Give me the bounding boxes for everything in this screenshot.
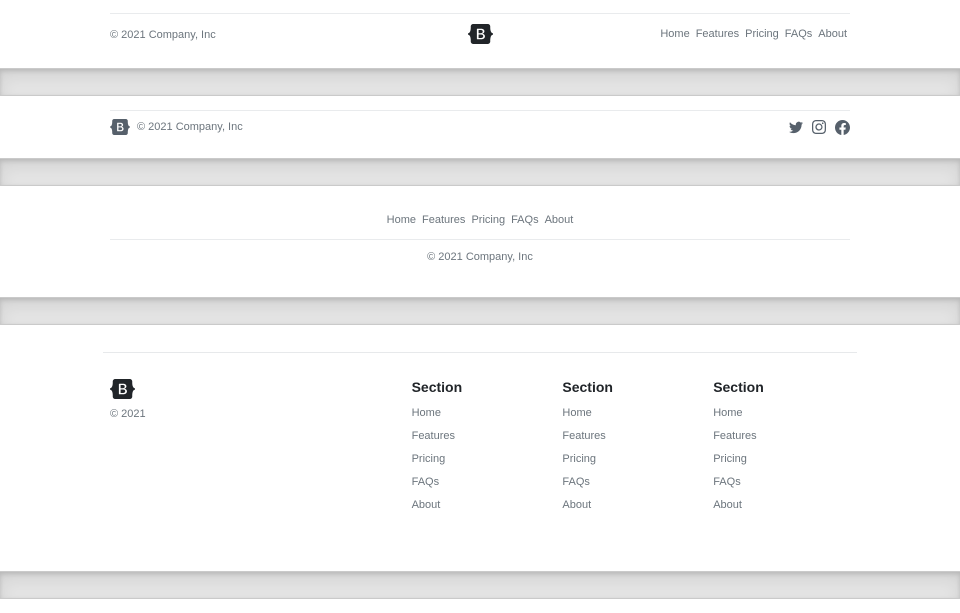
- footer4-spacer-column: [254, 379, 405, 518]
- nav-item: About: [815, 28, 850, 41]
- example-divider: [0, 297, 960, 325]
- brand-logo-link[interactable]: [110, 379, 247, 399]
- bootstrap-logo-icon: [110, 119, 130, 135]
- footer1-container: © 2021 Company, Inc Home Features Pricin…: [110, 13, 850, 54]
- list-item: About: [562, 495, 699, 513]
- footer4-section-column: Section Home Features Pricing FAQs About: [405, 379, 556, 518]
- nav-link-faqs[interactable]: FAQs: [511, 214, 539, 226]
- link-about[interactable]: About: [562, 499, 592, 511]
- link-pricing[interactable]: Pricing: [562, 453, 597, 465]
- footer-simple-nav: © 2021 Company, Inc Home Features Pricin…: [110, 13, 850, 54]
- section-links: Home Features Pricing FAQs About: [412, 403, 549, 513]
- list-item: Pricing: [412, 449, 549, 467]
- copyright-text: © 2021 Company, Inc: [137, 120, 243, 133]
- bootstrap-logo-icon: [468, 24, 493, 44]
- footer4-section-column: Section Home Features Pricing FAQs About: [706, 379, 857, 518]
- brand-logo-link[interactable]: [110, 119, 137, 135]
- nav-link-pricing[interactable]: Pricing: [471, 214, 506, 226]
- nav-item: FAQs: [782, 28, 816, 41]
- example-divider: [0, 158, 960, 186]
- nav-item: About: [542, 214, 577, 227]
- list-item: FAQs: [412, 472, 549, 490]
- nav-link-features[interactable]: Features: [695, 27, 740, 40]
- link-features[interactable]: Features: [411, 430, 456, 442]
- list-item: Pricing: [562, 449, 699, 467]
- link-home[interactable]: Home: [713, 407, 743, 419]
- example-divider: [0, 68, 960, 96]
- footer-columns: © 2021 Section Home Features Pricing FAQ…: [103, 352, 857, 518]
- footer4-container: © 2021 Section Home Features Pricing FAQ…: [103, 352, 857, 518]
- footer1-nav: Home Features Pricing FAQs About: [603, 28, 850, 41]
- twitter-icon: [789, 120, 803, 134]
- footer4-row: © 2021 Section Home Features Pricing FAQ…: [103, 352, 857, 518]
- copyright-text: © 2021: [110, 408, 146, 420]
- list-item: About: [713, 495, 850, 513]
- list-item: Features: [562, 426, 699, 444]
- brand-logo-link[interactable]: [468, 24, 493, 44]
- example-divider: [0, 571, 960, 599]
- link-home[interactable]: Home: [411, 407, 441, 419]
- footer2-container: © 2021 Company, Inc: [110, 110, 850, 143]
- nav-item: Home: [657, 28, 692, 41]
- link-about[interactable]: About: [411, 499, 441, 511]
- nav-link-features[interactable]: Features: [422, 214, 466, 226]
- section-heading: Section: [562, 379, 613, 395]
- nav-link-home[interactable]: Home: [386, 214, 417, 226]
- list-item: FAQs: [562, 472, 699, 490]
- link-home[interactable]: Home: [562, 407, 592, 419]
- list-item: Home: [562, 403, 699, 421]
- footer1-copyright-wrap: © 2021 Company, Inc: [110, 25, 357, 43]
- facebook-link[interactable]: [835, 120, 850, 135]
- nav-link-faqs[interactable]: FAQs: [784, 27, 813, 40]
- social-links: [780, 120, 850, 135]
- footer3-container: Home Features Pricing FAQs About © 2021 …: [110, 206, 850, 264]
- nav-item: FAQs: [508, 214, 542, 227]
- link-pricing[interactable]: Pricing: [713, 453, 747, 465]
- instagram-icon: [812, 120, 826, 134]
- footer-centered: Home Features Pricing FAQs About © 2021 …: [110, 206, 850, 264]
- nav-item: Pricing: [468, 214, 508, 227]
- list-item: FAQs: [713, 472, 850, 490]
- list-item: Pricing: [713, 449, 850, 467]
- nav-link-about[interactable]: About: [818, 27, 848, 40]
- footer4-section-column: Section Home Features Pricing FAQs About: [555, 379, 706, 518]
- list-item: Home: [713, 403, 850, 421]
- instagram-link[interactable]: [812, 120, 826, 134]
- link-pricing[interactable]: Pricing: [411, 453, 446, 465]
- facebook-icon: [835, 120, 850, 135]
- footer2-brand-wrap: © 2021 Company, Inc: [110, 119, 243, 135]
- social-item: [812, 120, 826, 134]
- footer3-nav: Home Features Pricing FAQs About: [110, 206, 850, 240]
- link-features[interactable]: Features: [562, 430, 606, 442]
- nav-link-home[interactable]: Home: [660, 27, 690, 40]
- copyright-text: © 2021 Company, Inc: [110, 29, 216, 41]
- list-item: Features: [412, 426, 549, 444]
- link-features[interactable]: Features: [713, 430, 757, 442]
- nav-item: Home: [384, 214, 419, 227]
- bootstrap-logo-icon: [110, 379, 135, 399]
- social-item: [835, 120, 850, 135]
- nav-link-pricing[interactable]: Pricing: [745, 27, 779, 40]
- section-links: Home Features Pricing FAQs About: [562, 403, 699, 513]
- link-faqs[interactable]: FAQs: [562, 476, 590, 488]
- nav-item: Pricing: [742, 28, 782, 41]
- link-faqs[interactable]: FAQs: [411, 476, 440, 488]
- nav-item: Features: [693, 28, 742, 41]
- footer1-brand-wrap: [357, 24, 604, 44]
- list-item: Features: [713, 426, 850, 444]
- footer4-brand-column: © 2021: [103, 379, 254, 518]
- social-item: [789, 120, 803, 134]
- link-about[interactable]: About: [713, 499, 742, 511]
- nav-link-about[interactable]: About: [544, 214, 574, 226]
- section-heading: Section: [713, 379, 764, 395]
- copyright-text: © 2021 Company, Inc: [427, 251, 533, 263]
- list-item: About: [412, 495, 549, 513]
- footer-social: © 2021 Company, Inc: [110, 110, 850, 143]
- section-heading: Section: [411, 379, 463, 395]
- section-links: Home Features Pricing FAQs About: [713, 403, 850, 513]
- nav-item: Features: [419, 214, 468, 227]
- twitter-link[interactable]: [789, 120, 803, 134]
- list-item: Home: [412, 403, 549, 421]
- link-faqs[interactable]: FAQs: [713, 476, 741, 488]
